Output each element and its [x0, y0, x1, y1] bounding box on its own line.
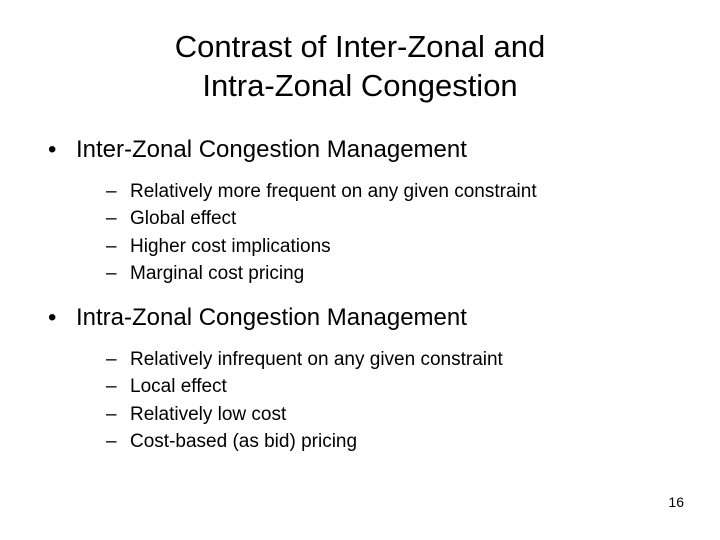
list-item-text: Global effect	[130, 205, 236, 233]
slide: Contrast of Inter-Zonal and Intra-Zonal …	[0, 0, 720, 540]
subitem-group: – Relatively infrequent on any given con…	[48, 338, 720, 466]
dash-icon: –	[106, 346, 130, 374]
title-line-2: Intra-Zonal Congestion	[202, 68, 517, 103]
list-item-text: Cost-based (as bid) pricing	[130, 428, 357, 456]
section-heading: • Inter-Zonal Congestion Management	[48, 136, 720, 164]
subitem-group: – Relatively more frequent on any given …	[48, 170, 720, 298]
dash-icon: –	[106, 233, 130, 261]
list-item: – Higher cost implications	[106, 233, 720, 261]
slide-content: • Inter-Zonal Congestion Management – Re…	[0, 106, 720, 466]
list-item-text: Local effect	[130, 373, 227, 401]
title-line-1: Contrast of Inter-Zonal and	[175, 29, 545, 64]
list-item-text: Relatively infrequent on any given const…	[130, 346, 503, 374]
list-item-text: Relatively more frequent on any given co…	[130, 178, 537, 206]
list-item: – Local effect	[106, 373, 720, 401]
list-item: – Global effect	[106, 205, 720, 233]
section-heading: • Intra-Zonal Congestion Management	[48, 304, 720, 332]
page-number: 16	[668, 494, 684, 510]
dash-icon: –	[106, 401, 130, 429]
list-item-text: Higher cost implications	[130, 233, 331, 261]
dash-icon: –	[106, 428, 130, 456]
bullet-icon: •	[48, 136, 76, 164]
dash-icon: –	[106, 205, 130, 233]
section-heading-text: Intra-Zonal Congestion Management	[76, 304, 467, 332]
section-heading-text: Inter-Zonal Congestion Management	[76, 136, 467, 164]
list-item-text: Marginal cost pricing	[130, 260, 304, 288]
list-item: – Cost-based (as bid) pricing	[106, 428, 720, 456]
dash-icon: –	[106, 260, 130, 288]
dash-icon: –	[106, 178, 130, 206]
list-item: – Relatively low cost	[106, 401, 720, 429]
list-item: – Marginal cost pricing	[106, 260, 720, 288]
dash-icon: –	[106, 373, 130, 401]
list-item: – Relatively infrequent on any given con…	[106, 346, 720, 374]
list-item: – Relatively more frequent on any given …	[106, 178, 720, 206]
list-item-text: Relatively low cost	[130, 401, 286, 429]
bullet-icon: •	[48, 304, 76, 332]
slide-title: Contrast of Inter-Zonal and Intra-Zonal …	[0, 0, 720, 106]
